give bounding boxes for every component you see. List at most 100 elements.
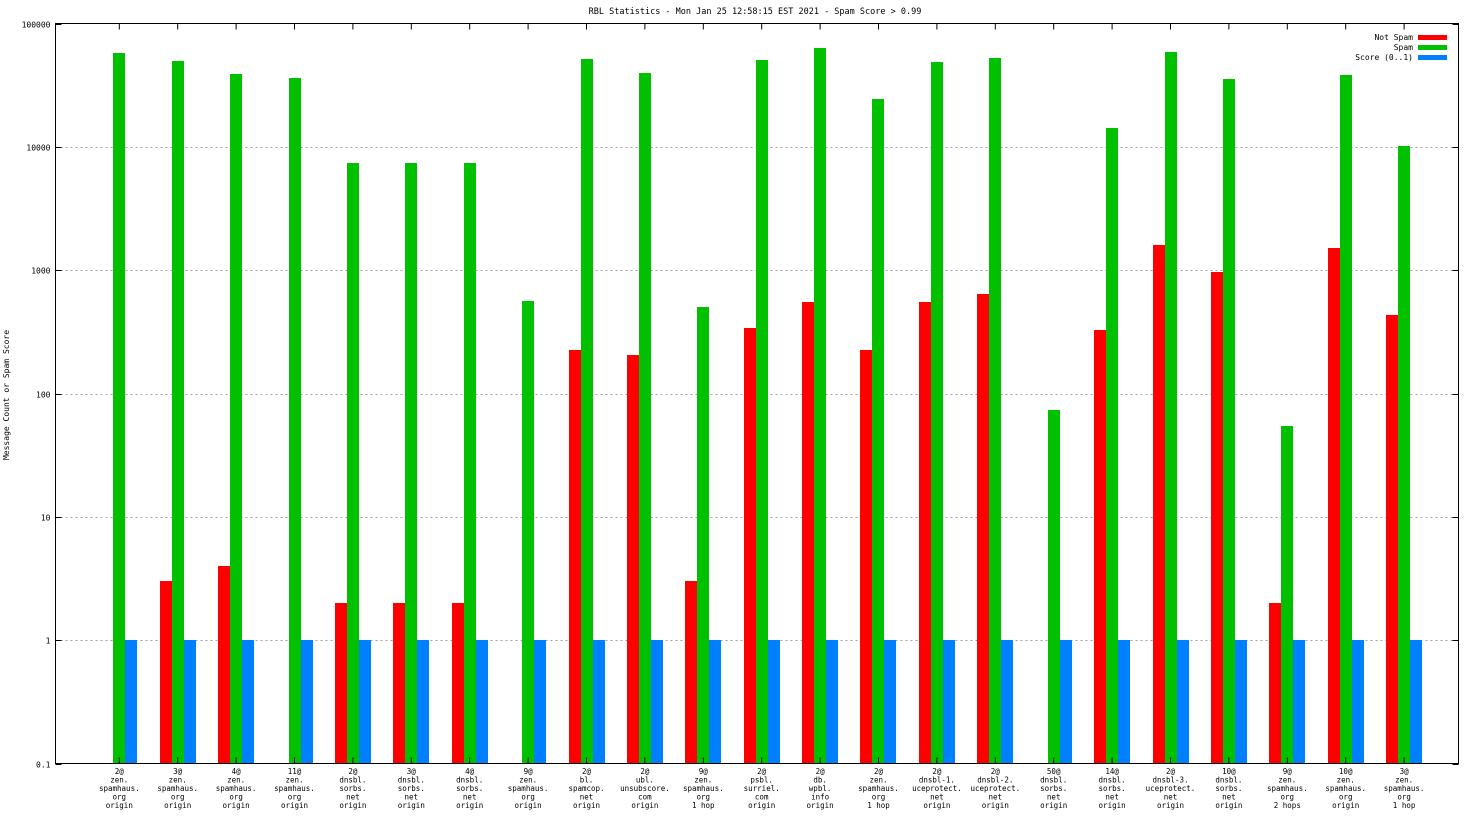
x-label-line: spamhaus. <box>1325 784 1366 793</box>
x-label-line: sorbs. <box>1215 784 1242 793</box>
x-label-line: origin <box>573 801 600 810</box>
x-label-line: zen. <box>519 776 537 785</box>
x-label-line: dnsbl. <box>1040 776 1067 785</box>
bar-not-spam-22 <box>1328 248 1340 764</box>
bar-spam-5 <box>347 163 359 764</box>
x-label-line: org <box>872 793 886 802</box>
bar-not-spam-13 <box>802 302 814 764</box>
x-label-line: 14@ <box>1105 767 1119 776</box>
y-tick-label-0.1: 0.1 <box>36 761 51 770</box>
chart-title: RBL Statistics - Mon Jan 25 12:58:15 EST… <box>589 7 922 17</box>
x-label-line: 2 hops <box>1274 801 1301 810</box>
x-label-line: zen. <box>285 776 303 785</box>
x-label-line: zen. <box>694 776 712 785</box>
bar-score-0-1-22 <box>1352 640 1364 764</box>
y-tick-label-100: 100 <box>36 391 51 400</box>
x-label-line: zen. <box>869 776 887 785</box>
y-axis-label: Message Count or Spam Score <box>2 330 11 460</box>
x-label-line: surriel. <box>744 784 780 793</box>
x-label-line: net <box>1047 793 1061 802</box>
x-label-line: 2@ <box>348 767 358 776</box>
x-label-line: 3@ <box>173 767 183 776</box>
x-label-line: 11@ <box>288 767 302 776</box>
bar-score-0-1-2 <box>184 640 196 764</box>
x-label-line: net <box>1222 793 1236 802</box>
x-label-line: 4@ <box>232 767 242 776</box>
x-label-line: origin <box>1215 801 1242 810</box>
bar-score-0-1-21 <box>1293 640 1305 764</box>
bar-spam-10 <box>639 73 651 764</box>
x-label-line: dnsbl. <box>1215 776 1242 785</box>
bar-not-spam-10 <box>627 355 639 764</box>
x-label-line: 1 hop <box>692 801 715 810</box>
x-category-label-13: 2@ db. wpbl. info origin <box>807 767 834 810</box>
bar-spam-16 <box>989 58 1001 764</box>
x-label-line: origin <box>281 801 308 810</box>
x-label-line: spamhaus. <box>508 784 549 793</box>
y-tick-label-100000: 100000 <box>22 21 51 30</box>
x-label-line: spamhaus. <box>683 784 724 793</box>
x-category-label-19: 2@ dnsbl-3. uceprotect. net origin <box>1146 767 1196 810</box>
bar-not-spam-16 <box>977 294 989 764</box>
x-label-line: origin <box>1332 801 1359 810</box>
x-category-label-14: 2@ zen. spamhaus. org 1 hop <box>858 767 899 810</box>
x-label-line: unsubscore. <box>620 784 670 793</box>
bar-score-0-1-19 <box>1177 640 1189 764</box>
bar-spam-7 <box>464 163 476 764</box>
legend-label-not-spam: Not Spam <box>1374 33 1413 42</box>
x-label-line: dnsbl. <box>456 776 483 785</box>
bar-not-spam-23 <box>1386 315 1398 764</box>
x-label-line: zen. <box>1278 776 1296 785</box>
bar-score-0-1-4 <box>301 640 313 764</box>
x-label-line: 10@ <box>1339 767 1353 776</box>
x-label-line: 1 hop <box>1393 801 1416 810</box>
x-label-line: org <box>521 793 535 802</box>
x-label-line: org <box>697 793 711 802</box>
x-category-label-17: 50@ dnsbl. sorbs. net origin <box>1040 767 1067 810</box>
x-label-line: org <box>1339 793 1353 802</box>
x-category-label-15: 2@ dnsbl-1. uceprotect. net origin <box>912 767 962 810</box>
bar-score-0-1-14 <box>884 640 896 764</box>
bar-score-0-1-9 <box>593 640 605 764</box>
x-label-line: origin <box>456 801 483 810</box>
x-label-line: 3@ <box>1400 767 1410 776</box>
bar-spam-14 <box>872 99 884 764</box>
x-label-line: com <box>638 793 652 802</box>
x-category-label-16: 2@ dnsbl-2. uceprotect. net origin <box>970 767 1020 810</box>
x-category-label-3: 4@ zen. spamhaus. org origin <box>216 767 257 810</box>
bar-score-0-1-17 <box>1060 640 1072 764</box>
bar-not-spam-18 <box>1094 330 1106 764</box>
x-label-line: spamhaus. <box>157 784 198 793</box>
x-label-line: origin <box>223 801 250 810</box>
x-label-line: 2@ <box>640 767 650 776</box>
y-tick-label-1: 1 <box>46 637 51 646</box>
bar-score-0-1-6 <box>417 640 429 764</box>
y-tick-label-1000: 1000 <box>31 267 50 276</box>
bar-spam-11 <box>697 307 709 764</box>
bar-group <box>113 48 1422 764</box>
bar-not-spam-12 <box>744 328 756 764</box>
bar-spam-12 <box>756 60 768 764</box>
bar-spam-13 <box>814 48 826 764</box>
bar-score-0-1-1 <box>125 640 137 764</box>
x-category-label-5: 2@ dnsbl. sorbs. net origin <box>339 767 366 810</box>
x-label-line: dnsbl. <box>1099 776 1126 785</box>
x-label-line: origin <box>982 801 1009 810</box>
x-category-label-23: 3@ zen. spamhaus. org 1 hop <box>1384 767 1425 810</box>
bar-spam-3 <box>230 74 242 764</box>
x-label-line: uceprotect. <box>1146 784 1196 793</box>
bar-score-0-1-7 <box>476 640 488 764</box>
legend-label-spam: Spam <box>1394 43 1413 52</box>
x-label-line: 2@ <box>757 767 767 776</box>
x-category-label-8: 9@ zen. spamhaus. org origin <box>508 767 549 810</box>
x-category-label-21: 9@ zen. spamhaus. org 2 hops <box>1267 767 1308 810</box>
legend-swatch-score-0-1 <box>1418 55 1447 60</box>
x-label-line: zen. <box>1395 776 1413 785</box>
bar-spam-17 <box>1048 410 1060 764</box>
x-label-line: zen. <box>1337 776 1355 785</box>
bar-score-0-1-12 <box>768 640 780 764</box>
x-category-label-4: 11@ zen. spamhaus. org origin <box>274 767 315 810</box>
bar-not-spam-6 <box>393 603 405 764</box>
x-label-line: net <box>1105 793 1119 802</box>
